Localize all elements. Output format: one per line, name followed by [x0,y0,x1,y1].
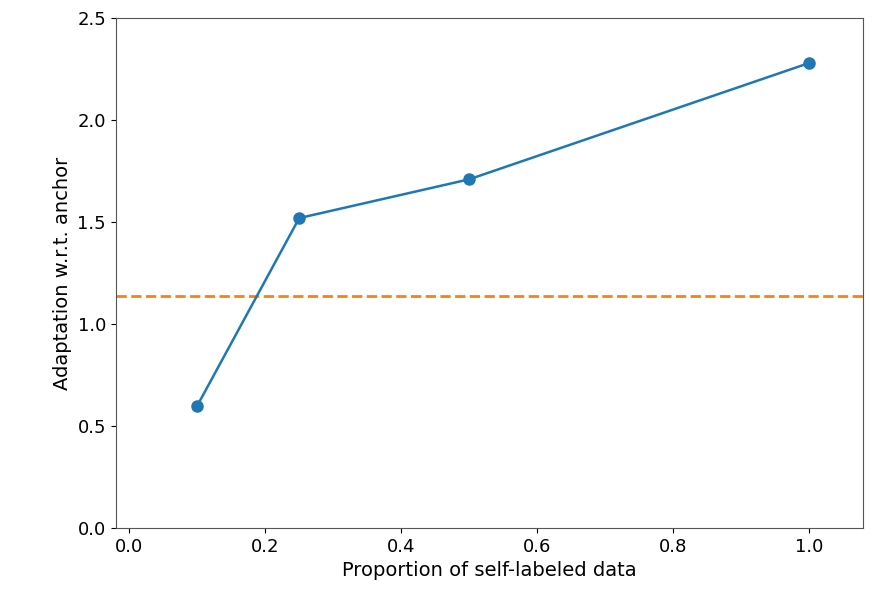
Y-axis label: Adaptation w.r.t. anchor: Adaptation w.r.t. anchor [53,157,72,390]
X-axis label: Proportion of self-labeled data: Proportion of self-labeled data [342,561,637,580]
